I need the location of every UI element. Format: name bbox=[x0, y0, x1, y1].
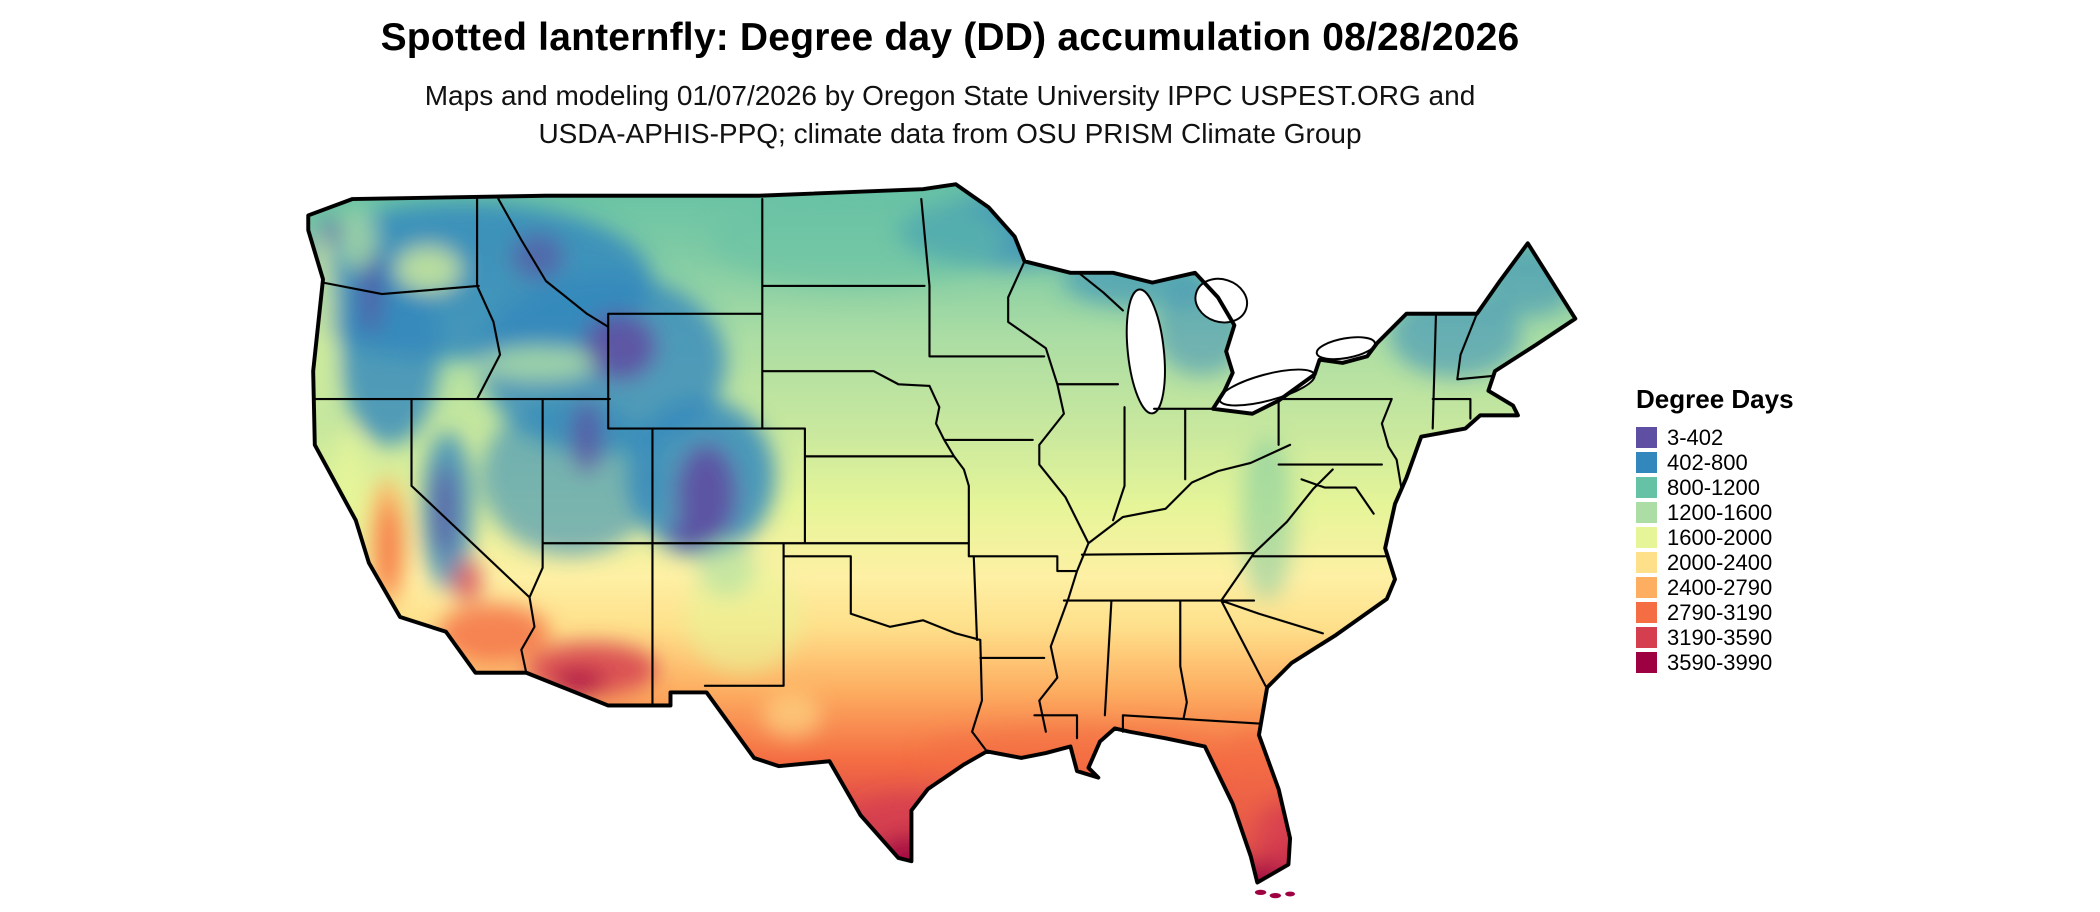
legend-label: 1200-1600 bbox=[1667, 500, 1773, 525]
us-map-svg bbox=[306, 182, 1578, 899]
degree-day-surface bbox=[308, 184, 1576, 883]
subtitle-line-2: USDA-APHIS-PPQ; climate data from OSU PR… bbox=[538, 118, 1362, 149]
legend-label: 1600-2000 bbox=[1667, 525, 1773, 550]
legend-label: 3590-3990 bbox=[1667, 650, 1773, 675]
legend-row: 1600-2000 bbox=[1636, 525, 1794, 550]
legend-swatch bbox=[1636, 577, 1657, 598]
legend-swatch bbox=[1636, 427, 1657, 448]
legend-label: 3-402 bbox=[1667, 425, 1724, 450]
legend-row: 3190-3590 bbox=[1636, 625, 1794, 650]
us-outline bbox=[306, 182, 1578, 885]
legend-swatch bbox=[1636, 477, 1657, 498]
legend-row: 2400-2790 bbox=[1636, 575, 1794, 600]
legend-label: 2790-3190 bbox=[1667, 600, 1773, 625]
legend-swatch bbox=[1636, 627, 1657, 648]
legend-row: 3590-3990 bbox=[1636, 650, 1794, 675]
us-degree-day-map bbox=[267, 158, 1628, 912]
legend-swatch bbox=[1636, 652, 1657, 673]
legend-row: 2790-3190 bbox=[1636, 600, 1794, 625]
legend-row: 2000-2400 bbox=[1636, 550, 1794, 575]
legend-swatch bbox=[1636, 552, 1657, 573]
florida-keys bbox=[1254, 889, 1295, 899]
legend-row: 800-1200 bbox=[1636, 475, 1794, 500]
subtitle-line-1: Maps and modeling 01/07/2026 by Oregon S… bbox=[424, 80, 1476, 111]
legend-label: 3190-3590 bbox=[1667, 625, 1773, 650]
legend-swatch bbox=[1636, 502, 1657, 523]
legend-row: 3-402 bbox=[1636, 425, 1794, 450]
legend-rows: 3-402 402-800 800-1200 1200-1600 1600-20… bbox=[1636, 425, 1794, 675]
legend: Degree Days 3-402 402-800 800-1200 1200-… bbox=[1636, 384, 1794, 675]
legend-label: 800-1200 bbox=[1667, 475, 1760, 500]
legend-row: 402-800 bbox=[1636, 450, 1794, 475]
state-boundaries bbox=[312, 197, 1493, 753]
legend-label: 2000-2400 bbox=[1667, 550, 1773, 575]
legend-swatch bbox=[1636, 452, 1657, 473]
page-title: Spotted lanternfly: Degree day (DD) accu… bbox=[380, 16, 1520, 59]
legend-row: 1200-1600 bbox=[1636, 500, 1794, 525]
legend-label: 402-800 bbox=[1667, 450, 1748, 475]
legend-swatch bbox=[1636, 602, 1657, 623]
legend-label: 2400-2790 bbox=[1667, 575, 1773, 600]
legend-swatch bbox=[1636, 527, 1657, 548]
lake-michigan bbox=[1125, 288, 1166, 415]
figure-header: Spotted lanternfly: Degree day (DD) accu… bbox=[0, 16, 1900, 156]
legend-title: Degree Days bbox=[1636, 384, 1794, 414]
